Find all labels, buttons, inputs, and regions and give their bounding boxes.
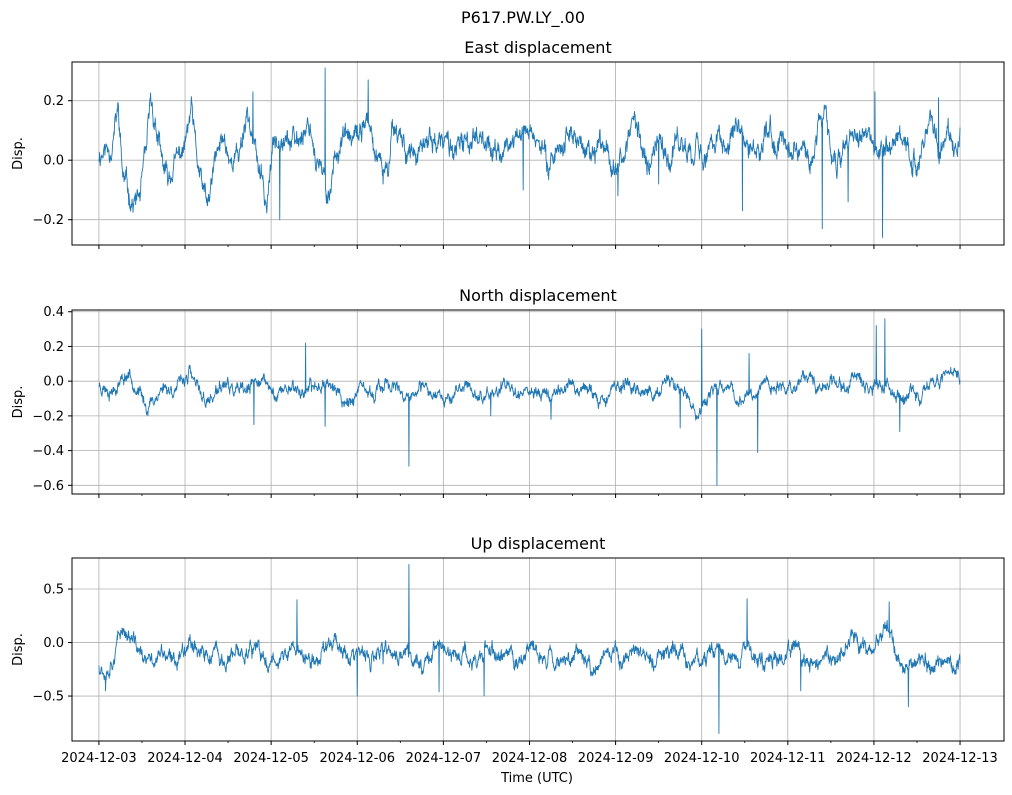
y-tick-label: 0.4	[43, 305, 64, 320]
figure-suptitle: P617.PW.LY_.00	[461, 8, 585, 28]
y-tick-label: 0.0	[43, 375, 64, 390]
x-tick-label: 2024-12-08	[492, 751, 568, 766]
x-tick-label: 2024-12-10	[664, 751, 740, 766]
y-axis-label: Disp.	[11, 386, 26, 419]
y-tick-label: −0.5	[32, 690, 64, 705]
y-tick-label: 0.5	[43, 583, 64, 598]
y-tick-label: 0.0	[43, 636, 64, 651]
x-tick-label: 2024-12-13	[922, 751, 998, 766]
subplot-title: North displacement	[459, 286, 617, 305]
subplot-2: North displacement −0.6 −0.4 −0.2 0.0 0.2 0.4 D…	[11, 286, 1005, 498]
y-tick-label: 0.0	[43, 154, 64, 169]
y-tick-label: 0.2	[43, 340, 64, 355]
x-tick-label: 2024-12-04	[147, 751, 223, 766]
x-tick-label: 2024-12-12	[836, 751, 912, 766]
y-tick-label: −0.2	[32, 409, 64, 424]
x-tick-label: 2024-12-11	[750, 751, 826, 766]
y-tick-label: 0.2	[43, 94, 64, 109]
x-tick-label: 2024-12-09	[578, 751, 654, 766]
y-tick-label: −0.2	[32, 213, 64, 228]
subplot-title: Up displacement	[471, 534, 606, 553]
y-tick-label: −0.6	[32, 479, 64, 494]
x-tick-label: 2024-12-03	[61, 751, 137, 766]
y-tick-label: −0.4	[32, 444, 64, 459]
series-line	[98, 67, 961, 239]
x-tick-label: 2024-12-07	[406, 751, 482, 766]
axes-frame	[71, 309, 1005, 495]
x-tick-label: 2024-12-06	[319, 751, 395, 766]
subplot-3: Up displacement −0.5 0.0 0.5 Disp. 2024-12-03…	[11, 534, 1005, 766]
y-axis-label: Disp.	[11, 633, 26, 666]
series-line	[98, 563, 961, 734]
axes-frame	[71, 61, 1005, 246]
x-axis-label: Time (UTC)	[500, 771, 573, 786]
axes-frame	[71, 557, 1005, 742]
y-axis-label: Disp.	[11, 137, 26, 170]
x-tick-label: 2024-12-05	[233, 751, 309, 766]
subplot-1: East displacement −0.2 0.0 0.2 Disp.	[11, 38, 1005, 249]
series-line	[98, 318, 961, 486]
subplot-title: East displacement	[464, 38, 611, 57]
